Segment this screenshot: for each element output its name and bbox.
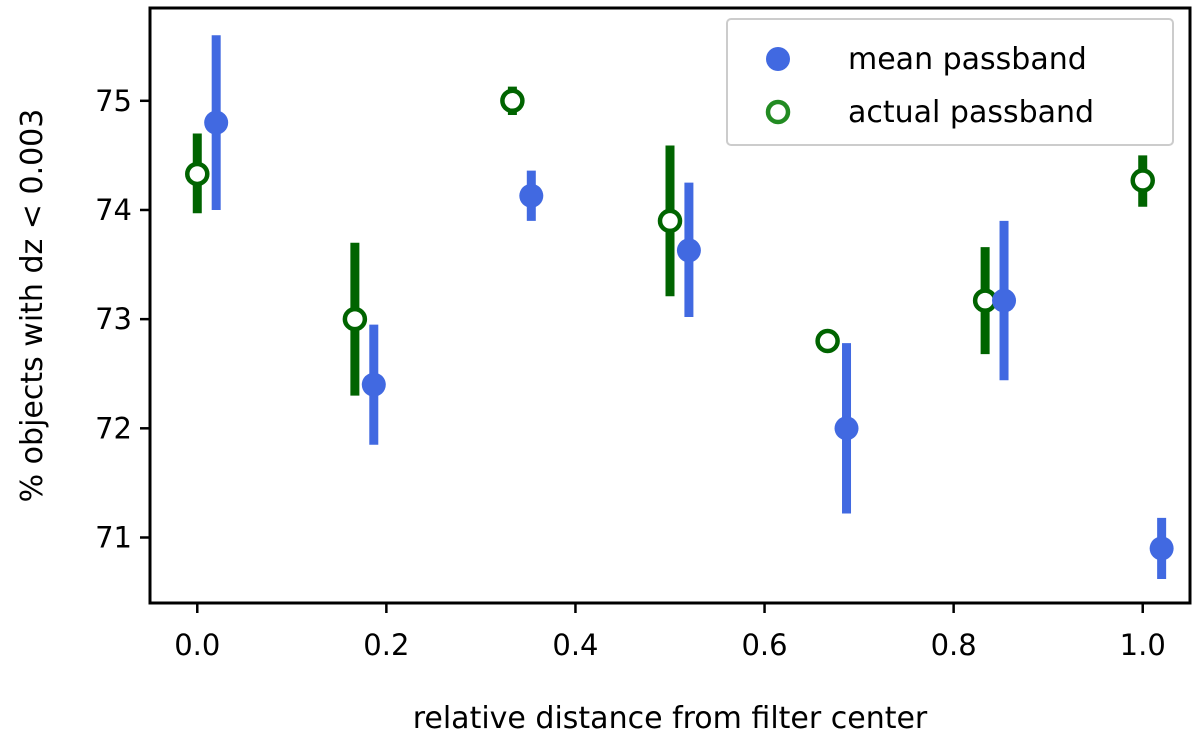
data-point (1149, 536, 1174, 561)
data-point (500, 88, 525, 114)
y-axis: 71 72 73 74 75 (95, 84, 150, 554)
y-tick-label: 74 (95, 193, 132, 227)
x-tick-label: 0.0 (174, 628, 220, 662)
y-axis-label: % objects with dz < 0.003 (15, 109, 50, 503)
data-point (834, 416, 859, 441)
x-tick-label: 0.8 (931, 628, 977, 662)
x-axis-label: relative distance from filter center (413, 701, 928, 736)
data-point (992, 288, 1017, 313)
x-tick-label: 1.0 (1120, 628, 1166, 662)
data-point (361, 372, 386, 397)
x-tick-label: 0.4 (552, 628, 598, 662)
plot-marks (185, 35, 1174, 579)
y-tick-label: 75 (95, 84, 132, 118)
legend-label-mean-passband: mean passband (848, 42, 1087, 77)
y-tick-label: 72 (95, 411, 132, 445)
legend-box (726, 18, 1174, 146)
y-tick-label: 71 (95, 520, 132, 554)
data-point (342, 306, 368, 332)
data-point (204, 110, 229, 135)
data-point (185, 161, 210, 187)
legend-marker-actual-passband (765, 99, 791, 125)
data-point (657, 208, 683, 234)
x-tick-label: 0.2 (363, 628, 409, 662)
x-axis: 0.0 0.2 0.4 0.6 0.8 1.0 (174, 603, 1166, 662)
data-point (519, 183, 544, 208)
x-tick-label: 0.6 (741, 628, 787, 662)
data-point (815, 328, 840, 354)
legend-marker-mean-passband (766, 47, 790, 71)
plot-frame (148, 6, 1192, 605)
y-tick-label: 73 (95, 302, 132, 336)
legend-label-actual-passband: actual passband (848, 95, 1094, 130)
legend: mean passband actual passband (726, 18, 1174, 146)
data-point (676, 238, 701, 263)
data-point (1130, 168, 1155, 193)
